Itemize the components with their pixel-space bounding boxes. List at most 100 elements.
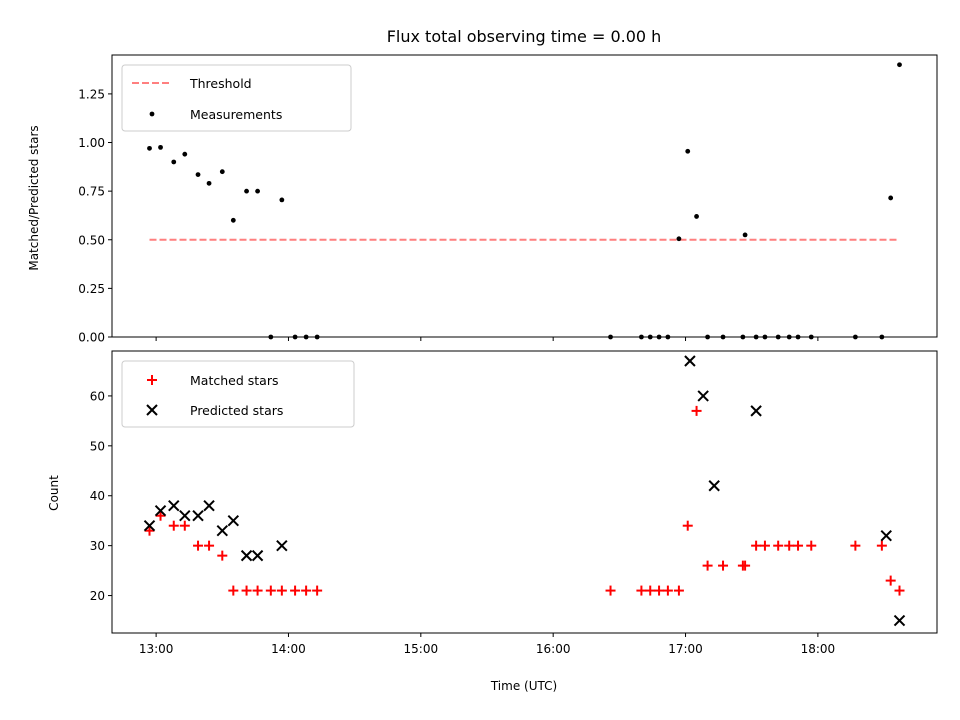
- bottom-panel: Count Time (UTC) 20 30 40 50 60 13:00 14:00 15…: [47, 350, 938, 693]
- matched-stars-point: [751, 540, 762, 551]
- x-tick-label: 18:00: [801, 642, 836, 656]
- measurements-point: [742, 232, 748, 238]
- matched-stars-point: [740, 560, 751, 571]
- y-tick-label: 1.25: [78, 87, 105, 101]
- measurements-point: [665, 334, 671, 340]
- predicted-stars-point: [240, 549, 253, 562]
- matched-stars-point: [691, 405, 702, 416]
- measurements-point: [762, 334, 768, 340]
- measurements-point: [888, 195, 894, 201]
- measurements-point: [171, 159, 177, 165]
- measurements-point: [705, 334, 710, 340]
- matched-stars-point: [759, 540, 770, 551]
- measurements-point: [852, 334, 858, 340]
- predicted-stars-point: [708, 480, 720, 492]
- matched-stars-point: [168, 520, 179, 531]
- bottom-y-ticks: 20 30 40 50 60: [90, 389, 112, 603]
- matched-stars-point: [290, 585, 301, 596]
- predicted-stars-point: [750, 405, 762, 417]
- matched-stars-point: [894, 585, 905, 596]
- matched-stars-point: [784, 540, 795, 551]
- measurements-point: [303, 334, 309, 340]
- measurements-point: [786, 334, 792, 340]
- matched-stars-point: [702, 560, 713, 571]
- measurements-point: [775, 334, 781, 340]
- measurements-point: [685, 148, 691, 154]
- y-tick-label: 40: [90, 489, 105, 503]
- bottom-x-axis-label: Time (UTC): [490, 679, 557, 693]
- measurements-point: [656, 334, 662, 340]
- matched-stars-point: [806, 540, 817, 551]
- top-panel: Flux total observing time = 0.00 h Match…: [27, 27, 938, 345]
- matched-stars-point: [204, 540, 215, 551]
- predicted-stars-point: [697, 390, 709, 402]
- legend-predicted-label: Predicted stars: [190, 403, 283, 418]
- legend-matched-swatch: [147, 375, 157, 385]
- predicted-stars-point: [893, 614, 906, 627]
- predicted-stars-point: [192, 510, 204, 522]
- matched-stars-point: [673, 585, 684, 596]
- bottom-y-axis-label: Count: [47, 475, 61, 511]
- measurements-point: [255, 188, 260, 194]
- measurements-point: [795, 334, 801, 340]
- matched-stars-point: [144, 525, 155, 536]
- matched-stars-point: [876, 540, 887, 551]
- x-tick-label: 16:00: [536, 642, 571, 656]
- x-tick-label: 13:00: [139, 642, 174, 656]
- y-tick-label: 60: [90, 389, 105, 403]
- y-tick-label: 0.75: [78, 185, 105, 199]
- x-tick-label: 17:00: [668, 642, 703, 656]
- measurements-point: [694, 214, 699, 219]
- measurements-point: [230, 217, 236, 223]
- y-tick-label: 0.25: [78, 282, 105, 296]
- y-tick-label: 20: [90, 589, 105, 603]
- y-tick-label: 1.00: [78, 136, 105, 150]
- top-legend-box: [121, 64, 352, 132]
- measurements-point: [206, 180, 212, 186]
- bottom-x-ticks: 13:00 14:00 15:00 16:00 17:00 18:00: [139, 633, 835, 656]
- measurements-point: [268, 334, 274, 340]
- predicted-stars-point: [227, 514, 240, 527]
- matched-stars-point: [276, 585, 287, 596]
- top-legend: Threshold Measurements: [121, 64, 352, 132]
- measurements-point: [244, 188, 249, 194]
- matched-stars-point: [662, 585, 673, 596]
- measurements-point: [147, 145, 152, 151]
- measurements-point: [608, 334, 613, 340]
- x-tick-label: 14:00: [271, 642, 306, 656]
- measurements-point: [639, 334, 644, 340]
- matched-stars-point: [636, 585, 647, 596]
- predicted-stars-point: [179, 510, 191, 522]
- legend-measurements-label: Measurements: [190, 107, 282, 122]
- matched-stars-point: [645, 585, 656, 596]
- matched-stars-point: [228, 585, 239, 596]
- measurements-point: [676, 236, 682, 242]
- matched-stars-point: [252, 585, 263, 596]
- top-plot-marks: [147, 62, 902, 340]
- x-tick-label: 15:00: [404, 642, 439, 656]
- measurements-point: [720, 334, 726, 340]
- y-tick-label: 30: [90, 539, 105, 553]
- matched-stars-point: [193, 540, 204, 551]
- measurements-point: [195, 172, 201, 178]
- measurements-point: [740, 334, 746, 340]
- predicted-stars-point: [251, 549, 264, 562]
- measurements-point: [808, 334, 814, 340]
- predicted-stars-point: [143, 519, 156, 532]
- measurements-point: [647, 334, 653, 340]
- top-chart-title: Flux total observing time = 0.00 h: [387, 27, 662, 46]
- matched-stars-point: [312, 585, 323, 596]
- measurements-point: [897, 62, 902, 68]
- y-tick-label: 0.00: [78, 331, 105, 345]
- bottom-legend: Matched stars Predicted stars: [121, 360, 355, 428]
- matched-stars-point: [217, 550, 228, 561]
- matched-stars-point: [301, 585, 312, 596]
- matched-stars-point: [179, 520, 190, 531]
- predicted-stars-point: [154, 505, 167, 517]
- matched-stars-point: [605, 585, 616, 596]
- matched-stars-point: [155, 510, 166, 521]
- matched-stars-point: [793, 540, 804, 551]
- top-plot-frame: [111, 54, 938, 338]
- y-tick-label: 0.50: [78, 233, 105, 247]
